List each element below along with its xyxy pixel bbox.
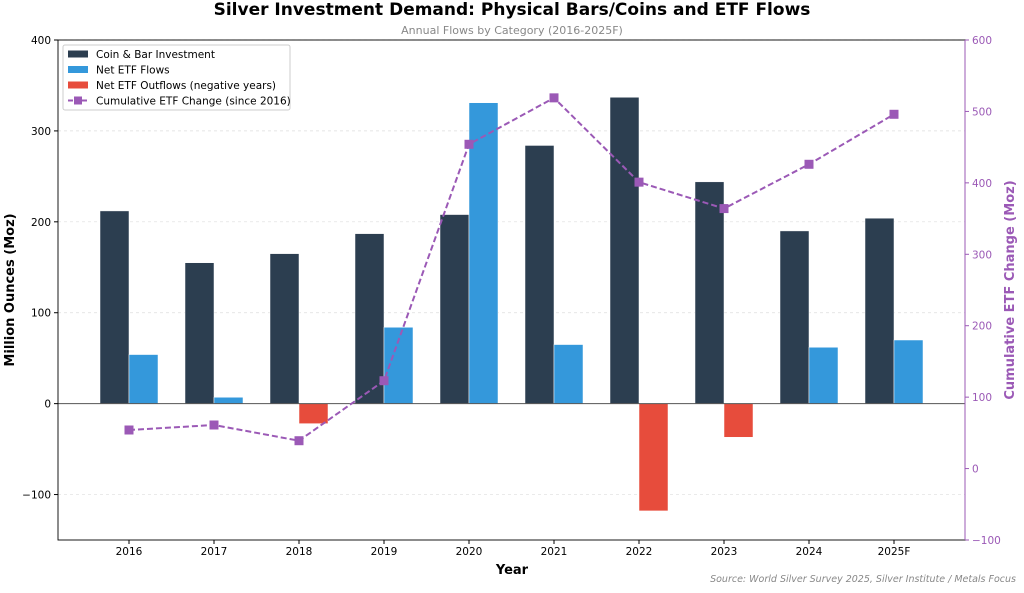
x-tick-label: 2017 bbox=[201, 546, 228, 558]
chart-subtitle: Annual Flows by Category (2016-2025F) bbox=[401, 24, 623, 37]
bar-etf-2016 bbox=[128, 354, 159, 404]
x-tick-label: 2021 bbox=[541, 546, 568, 558]
cumulative-marker-2025F bbox=[889, 109, 899, 119]
bar-coin-bar-2020 bbox=[439, 214, 470, 404]
legend-label: Net ETF Outflows (negative years) bbox=[96, 80, 276, 92]
y-axis-label: Million Ounces (Moz) bbox=[3, 213, 18, 366]
x-axis-label: Year bbox=[495, 563, 529, 578]
y2-tick-label: 500 bbox=[972, 106, 992, 118]
x-tick-label: 2018 bbox=[286, 546, 313, 558]
bar-coin-bar-2023 bbox=[694, 181, 725, 404]
source-note: Source: World Silver Survey 2025, Silver… bbox=[710, 574, 1016, 585]
x-tick-label: 2024 bbox=[796, 546, 823, 558]
bar-coin-bar-2021 bbox=[524, 145, 555, 404]
legend-swatch bbox=[68, 66, 88, 73]
x-tick-label: 2020 bbox=[456, 546, 483, 558]
bar-etf-2020 bbox=[468, 102, 499, 404]
cumulative-marker-2024 bbox=[804, 159, 814, 169]
cumulative-marker-2017 bbox=[209, 420, 219, 430]
bar-coin-bar-2017 bbox=[184, 262, 215, 404]
y-tick-label: 200 bbox=[31, 217, 51, 229]
y2-tick-label: 300 bbox=[972, 249, 992, 261]
cumulative-marker-2020 bbox=[464, 139, 474, 149]
bar-etf-2022 bbox=[638, 403, 669, 512]
bar-coin-bar-2024 bbox=[779, 230, 810, 404]
y2-tick-label: 400 bbox=[972, 178, 992, 190]
bar-coin-bar-2025F bbox=[864, 217, 895, 404]
y-tick-label: 300 bbox=[31, 126, 51, 138]
bar-coin-bar-2016 bbox=[99, 210, 130, 404]
bar-coin-bar-2022 bbox=[609, 97, 640, 404]
y2-tick-label: 600 bbox=[972, 35, 992, 47]
legend-swatch bbox=[68, 81, 88, 89]
y-tick-label: 100 bbox=[31, 308, 51, 320]
bar-coin-bar-2018 bbox=[269, 253, 300, 404]
legend-label: Cumulative ETF Change (since 2016) bbox=[96, 96, 291, 108]
x-tick-label: 2025F bbox=[878, 546, 911, 558]
bar-etf-2023 bbox=[723, 403, 754, 438]
y2-tick-label: 0 bbox=[972, 464, 979, 476]
legend-label: Coin & Bar Investment bbox=[96, 49, 215, 61]
legend-box bbox=[62, 44, 291, 111]
bar-etf-2021 bbox=[553, 344, 584, 404]
y-tick-label: 400 bbox=[31, 35, 51, 47]
cumulative-line bbox=[128, 96, 895, 442]
y2-axis-label: Cumulative ETF Change (Moz) bbox=[1003, 180, 1018, 399]
legend-label: Net ETF Flows bbox=[96, 65, 170, 77]
cumulative-marker-2016 bbox=[124, 425, 134, 435]
y2-tick-label: 200 bbox=[972, 321, 992, 333]
cumulative-marker-2018 bbox=[294, 436, 304, 446]
x-tick-label: 2019 bbox=[371, 546, 398, 558]
x-tick-label: 2022 bbox=[626, 546, 653, 558]
bar-etf-2024 bbox=[808, 347, 839, 404]
y-tick-label: 0 bbox=[44, 399, 51, 411]
y-tick-label: −100 bbox=[22, 490, 51, 502]
cumulative-marker-2021 bbox=[549, 93, 559, 103]
legend-swatch bbox=[68, 50, 88, 58]
chart-title: Silver Investment Demand: Physical Bars/… bbox=[214, 0, 811, 20]
y2-tick-label: −100 bbox=[972, 535, 1001, 547]
x-tick-label: 2023 bbox=[711, 546, 738, 558]
cumulative-marker-2022 bbox=[634, 177, 644, 187]
cumulative-marker-2023 bbox=[719, 204, 729, 214]
cumulative-marker-2019 bbox=[379, 376, 389, 386]
x-tick-label: 2016 bbox=[116, 546, 143, 558]
bar-etf-2018 bbox=[298, 403, 329, 424]
legend-marker-swatch bbox=[74, 96, 82, 105]
y2-tick-label: 100 bbox=[972, 392, 992, 404]
bar-etf-2017 bbox=[213, 397, 244, 404]
bar-etf-2025F bbox=[893, 339, 924, 404]
